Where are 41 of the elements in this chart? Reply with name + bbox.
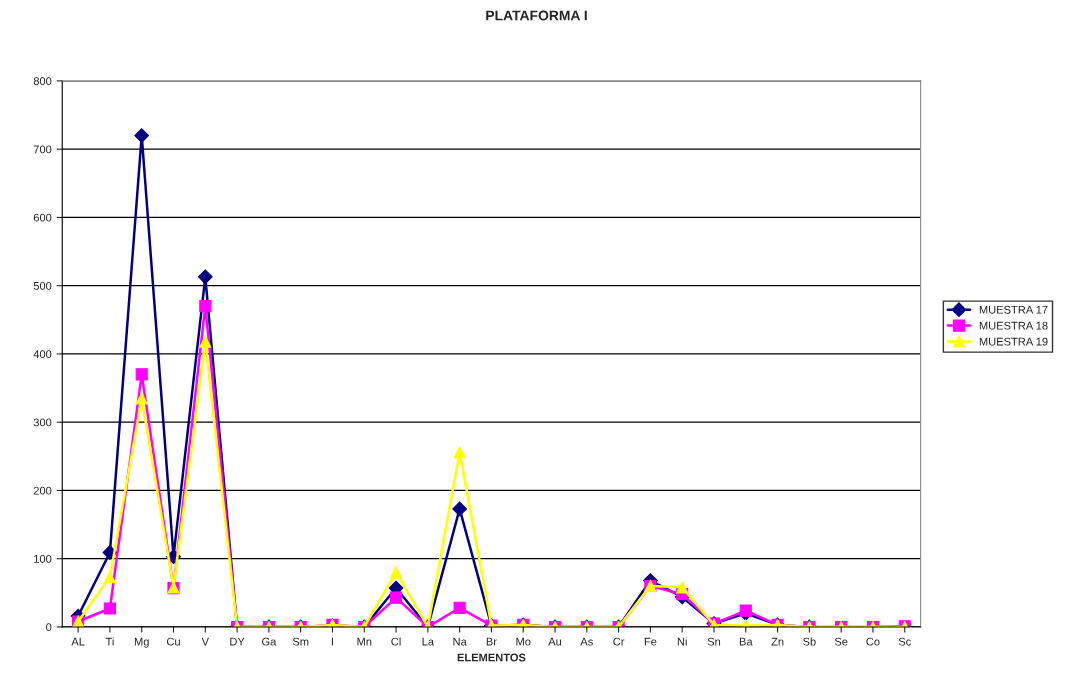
x-tick-label: Mo (516, 637, 531, 646)
x-tick-label: Sn (707, 637, 721, 646)
chart-title: PLATAFORMA I (486, 10, 587, 21)
legend-label: MUESTRA 19 (979, 337, 1048, 346)
y-tick-label: 700 (33, 145, 52, 154)
x-tick-label: Cr (613, 637, 625, 646)
x-tick-label: Sc (898, 637, 911, 646)
x-tick-label: Ni (677, 637, 687, 646)
y-tick-label: 300 (33, 418, 52, 427)
x-axis-title: ELEMENTOS (457, 653, 526, 662)
x-tick-label: Mg (134, 637, 149, 648)
y-tick-label: 600 (33, 213, 52, 222)
y-tick-label: 400 (33, 350, 52, 359)
x-tick-label: Sm (292, 637, 309, 646)
x-tick-label: DY (230, 637, 245, 646)
legend-label: MUESTRA 18 (979, 321, 1048, 330)
y-tick-label: 100 (34, 554, 52, 563)
x-tick-label: Na (453, 637, 467, 646)
y-tick-label: 200 (33, 486, 52, 495)
x-tick-label: Mn (357, 637, 372, 646)
x-tick-label: V (201, 637, 209, 646)
y-tick-label: 800 (33, 77, 52, 86)
x-tick-label: Fe (644, 637, 657, 646)
x-tick-label: Au (548, 637, 562, 646)
legend-label: MUESTRA 17 (979, 305, 1048, 314)
x-tick-label: Se (834, 637, 848, 646)
x-tick-label: Br (486, 637, 497, 646)
x-tick-label: As (580, 637, 593, 646)
y-tick-label: 0 (46, 623, 52, 632)
x-tick-label: Cu (166, 637, 180, 646)
y-tick-label: 500 (33, 281, 52, 290)
x-tick-label: Ga (262, 637, 277, 646)
x-tick-label: Ba (739, 637, 753, 646)
x-tick-label: Ti (105, 637, 114, 646)
x-tick-label: La (422, 637, 435, 646)
x-tick-label: Sb (803, 637, 816, 646)
x-tick-label: AL (71, 637, 85, 646)
x-tick-label: Zn (771, 637, 784, 646)
x-tick-label: Co (866, 637, 880, 646)
x-tick-label: Cl (391, 637, 401, 646)
x-tick-label: I (331, 637, 333, 646)
